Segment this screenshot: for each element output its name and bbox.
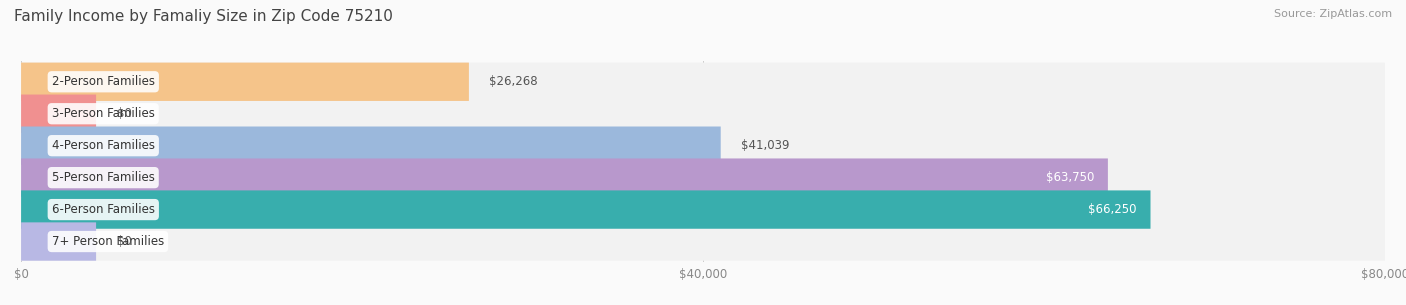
Text: Family Income by Famaliy Size in Zip Code 75210: Family Income by Famaliy Size in Zip Cod… (14, 9, 392, 24)
Text: Source: ZipAtlas.com: Source: ZipAtlas.com (1274, 9, 1392, 19)
Text: 3-Person Families: 3-Person Families (52, 107, 155, 120)
FancyBboxPatch shape (21, 190, 1150, 229)
FancyBboxPatch shape (21, 95, 96, 133)
FancyBboxPatch shape (21, 159, 1385, 197)
Text: $66,250: $66,250 (1088, 203, 1137, 216)
FancyBboxPatch shape (21, 159, 1108, 197)
Text: 2-Person Families: 2-Person Families (52, 75, 155, 88)
Text: $0: $0 (117, 107, 131, 120)
FancyBboxPatch shape (21, 127, 1385, 165)
Text: 5-Person Families: 5-Person Families (52, 171, 155, 184)
FancyBboxPatch shape (21, 63, 468, 101)
Text: $63,750: $63,750 (1046, 171, 1094, 184)
Text: $41,039: $41,039 (741, 139, 790, 152)
FancyBboxPatch shape (21, 63, 1385, 101)
FancyBboxPatch shape (21, 222, 96, 261)
FancyBboxPatch shape (21, 190, 1385, 229)
FancyBboxPatch shape (21, 127, 721, 165)
Text: $26,268: $26,268 (489, 75, 538, 88)
Text: 4-Person Families: 4-Person Families (52, 139, 155, 152)
Text: 6-Person Families: 6-Person Families (52, 203, 155, 216)
Text: 7+ Person Families: 7+ Person Families (52, 235, 165, 248)
FancyBboxPatch shape (21, 95, 1385, 133)
Text: $0: $0 (117, 235, 131, 248)
FancyBboxPatch shape (21, 222, 1385, 261)
